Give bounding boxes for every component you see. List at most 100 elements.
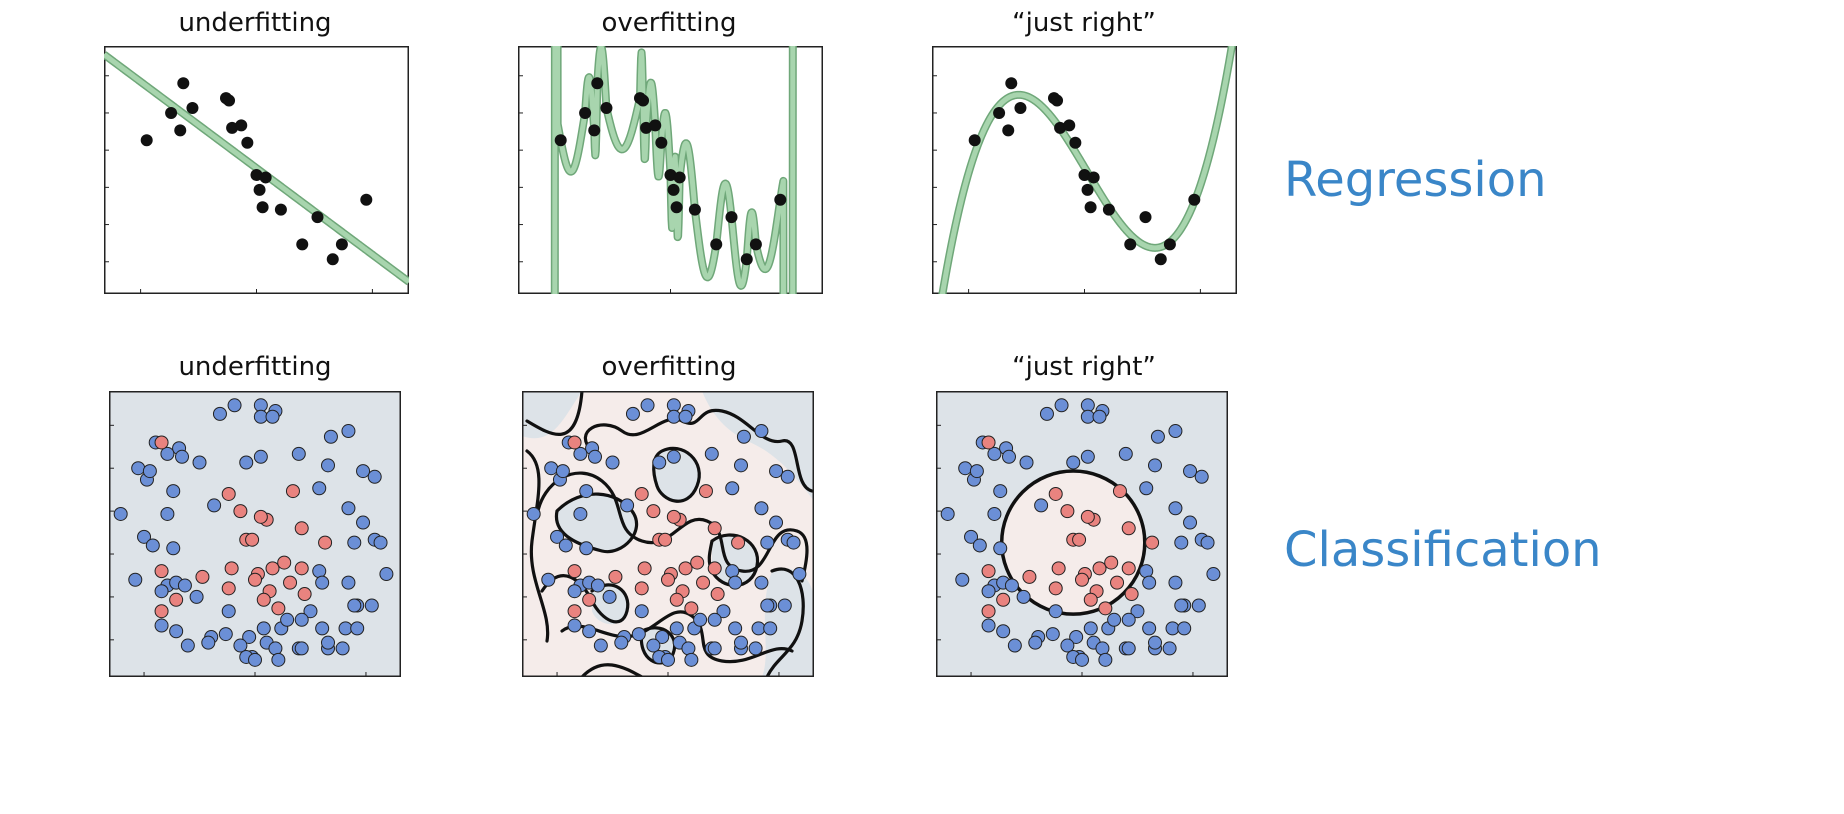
class-point-outer xyxy=(1130,604,1145,619)
decision-region-outer xyxy=(702,391,814,501)
class-point-outer xyxy=(1200,535,1215,550)
class-point-outer xyxy=(323,429,338,444)
data-point xyxy=(670,201,683,214)
class-point-outer xyxy=(212,406,227,421)
plot-frame xyxy=(109,391,401,677)
class-point-inner xyxy=(154,564,169,579)
class-point-outer xyxy=(669,621,684,636)
axis-ticks xyxy=(104,75,373,294)
data-point xyxy=(1139,211,1152,224)
class-point-outer xyxy=(166,541,181,556)
decision-boundary xyxy=(580,663,644,677)
class-point-outer xyxy=(1048,604,1063,619)
class-point-outer xyxy=(1142,575,1157,590)
class-point-outer xyxy=(728,575,743,590)
decision-boundary xyxy=(554,492,639,554)
data-point xyxy=(1154,253,1167,266)
class-point-outer xyxy=(253,449,268,464)
class-point-inner xyxy=(221,581,236,596)
class-point-outer xyxy=(567,584,582,599)
class-point-outer xyxy=(233,638,248,653)
data-point xyxy=(296,238,309,251)
class-point-outer xyxy=(558,538,573,553)
class-point-inner xyxy=(707,561,722,576)
class-point-inner xyxy=(1048,581,1063,596)
class-point-outer xyxy=(777,598,792,613)
class-point-outer xyxy=(734,635,748,650)
class-point-outer xyxy=(1007,638,1022,653)
data-point xyxy=(579,106,592,119)
class-point-outer xyxy=(754,424,769,439)
data-point xyxy=(710,238,723,251)
class-point-outer xyxy=(128,572,143,587)
panel-title-classification-overfitting: overfitting xyxy=(601,352,737,382)
class-point-inner xyxy=(277,555,292,570)
class-point-outer xyxy=(227,398,242,413)
class-point-outer xyxy=(981,584,996,599)
class-point-inner xyxy=(1048,486,1063,501)
data-point xyxy=(1002,124,1015,137)
class-point-outer xyxy=(239,455,254,470)
class-point-outer xyxy=(541,572,556,587)
class-point-outer xyxy=(573,506,588,521)
class-point-outer xyxy=(364,598,379,613)
class-point-outer xyxy=(1045,627,1060,642)
class-point-inner xyxy=(245,532,260,547)
class-point-inner xyxy=(661,572,675,587)
class-point-outer xyxy=(356,515,371,530)
class-point-inner xyxy=(634,486,649,501)
class-point-outer xyxy=(1139,564,1154,579)
class-point-outer xyxy=(1034,498,1049,513)
class-point-outer xyxy=(1004,578,1019,593)
class-point-inner xyxy=(684,601,699,616)
regression-underfitting-plot xyxy=(104,46,409,294)
class-point-inner xyxy=(318,535,333,550)
class-point-outer xyxy=(294,612,309,627)
class-point-outer xyxy=(707,641,722,656)
class-point-outer xyxy=(1118,446,1133,461)
class-point-inner xyxy=(283,575,298,590)
class-point-inner xyxy=(996,592,1011,607)
class-point-outer xyxy=(321,635,335,650)
panel-title-regression-just-right: “just right” xyxy=(1012,8,1156,38)
class-point-outer xyxy=(760,535,775,550)
data-point xyxy=(688,203,701,216)
class-point-inner xyxy=(1075,572,1089,587)
class-point-outer xyxy=(1054,398,1069,413)
data-point xyxy=(667,183,680,196)
class-point-inner xyxy=(1110,575,1125,590)
data-point xyxy=(311,211,324,224)
class-point-outer xyxy=(1162,641,1177,656)
class-point-outer xyxy=(221,604,236,619)
class-point-outer xyxy=(145,538,160,553)
class-point-outer xyxy=(544,461,559,476)
class-point-outer xyxy=(356,464,371,479)
data-point xyxy=(637,94,650,107)
class-point-outer xyxy=(207,498,222,513)
class-point-outer xyxy=(981,618,996,633)
class-point-outer xyxy=(175,449,189,464)
class-point-outer xyxy=(177,578,192,593)
class-point-inner xyxy=(253,509,268,524)
class-point-outer xyxy=(640,398,655,413)
class-point-inner xyxy=(285,484,300,499)
class-point-inner xyxy=(637,561,652,576)
class-point-inner xyxy=(666,509,681,524)
class-point-outer xyxy=(734,458,748,473)
class-point-outer xyxy=(367,469,382,484)
class-point-outer xyxy=(955,572,970,587)
data-point xyxy=(140,134,153,147)
decision-boundary xyxy=(560,610,794,664)
class-point-outer xyxy=(625,406,640,421)
class-point-inner xyxy=(1051,561,1066,576)
panel-title-classification-just-right: “just right” xyxy=(1012,352,1156,382)
class-point-outer xyxy=(1080,409,1095,424)
class-point-inner xyxy=(1124,587,1139,602)
data-point xyxy=(165,106,178,119)
class-point-inner xyxy=(981,564,996,579)
class-point-outer xyxy=(614,635,629,650)
class-point-outer xyxy=(602,589,617,604)
data-point xyxy=(326,253,339,266)
data-point xyxy=(226,121,239,134)
data-point xyxy=(1005,77,1018,90)
